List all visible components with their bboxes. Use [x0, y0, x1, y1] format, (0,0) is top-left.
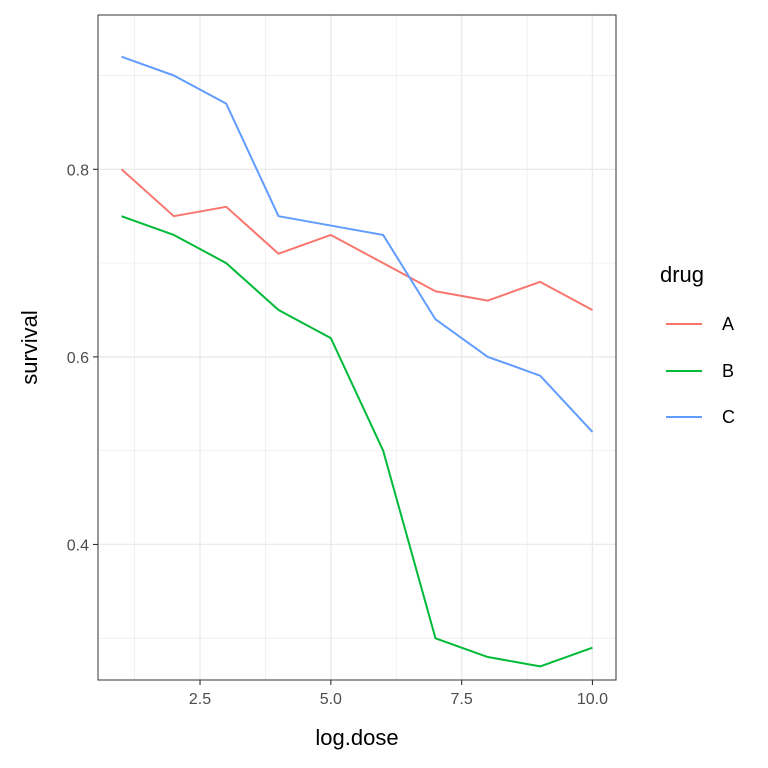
- series-line-b: [121, 215, 593, 668]
- series-line-a: [120, 168, 593, 311]
- legend-title: drug: [660, 262, 704, 287]
- panel-border: [97, 14, 617, 681]
- y-axis-title: survival: [17, 310, 42, 385]
- y-axis-ticks: 0.4 0.6 0.8: [67, 162, 98, 554]
- x-tick-label: 2.5: [189, 691, 211, 708]
- series-lines: [120, 55, 594, 668]
- y-tick-label: 0.8: [67, 162, 89, 179]
- y-tick-label: 0.6: [67, 350, 89, 367]
- minor-gridlines: [98, 15, 616, 680]
- legend-label-c: C: [722, 407, 735, 427]
- legend-items: A B C: [666, 314, 735, 427]
- x-axis-ticks: 2.5 5.0 7.5 10.0: [189, 680, 608, 708]
- x-tick-label: 7.5: [451, 691, 473, 708]
- series-line-c: [121, 55, 594, 433]
- x-tick-label: 10.0: [577, 691, 608, 708]
- x-tick-label: 5.0: [320, 691, 342, 708]
- legend-label-b: B: [722, 361, 734, 381]
- major-gridlines: [98, 15, 616, 680]
- legend: drug A B C: [660, 262, 735, 427]
- x-axis-title: log.dose: [315, 725, 398, 750]
- legend-label-a: A: [722, 314, 734, 334]
- y-tick-label: 0.4: [67, 537, 89, 554]
